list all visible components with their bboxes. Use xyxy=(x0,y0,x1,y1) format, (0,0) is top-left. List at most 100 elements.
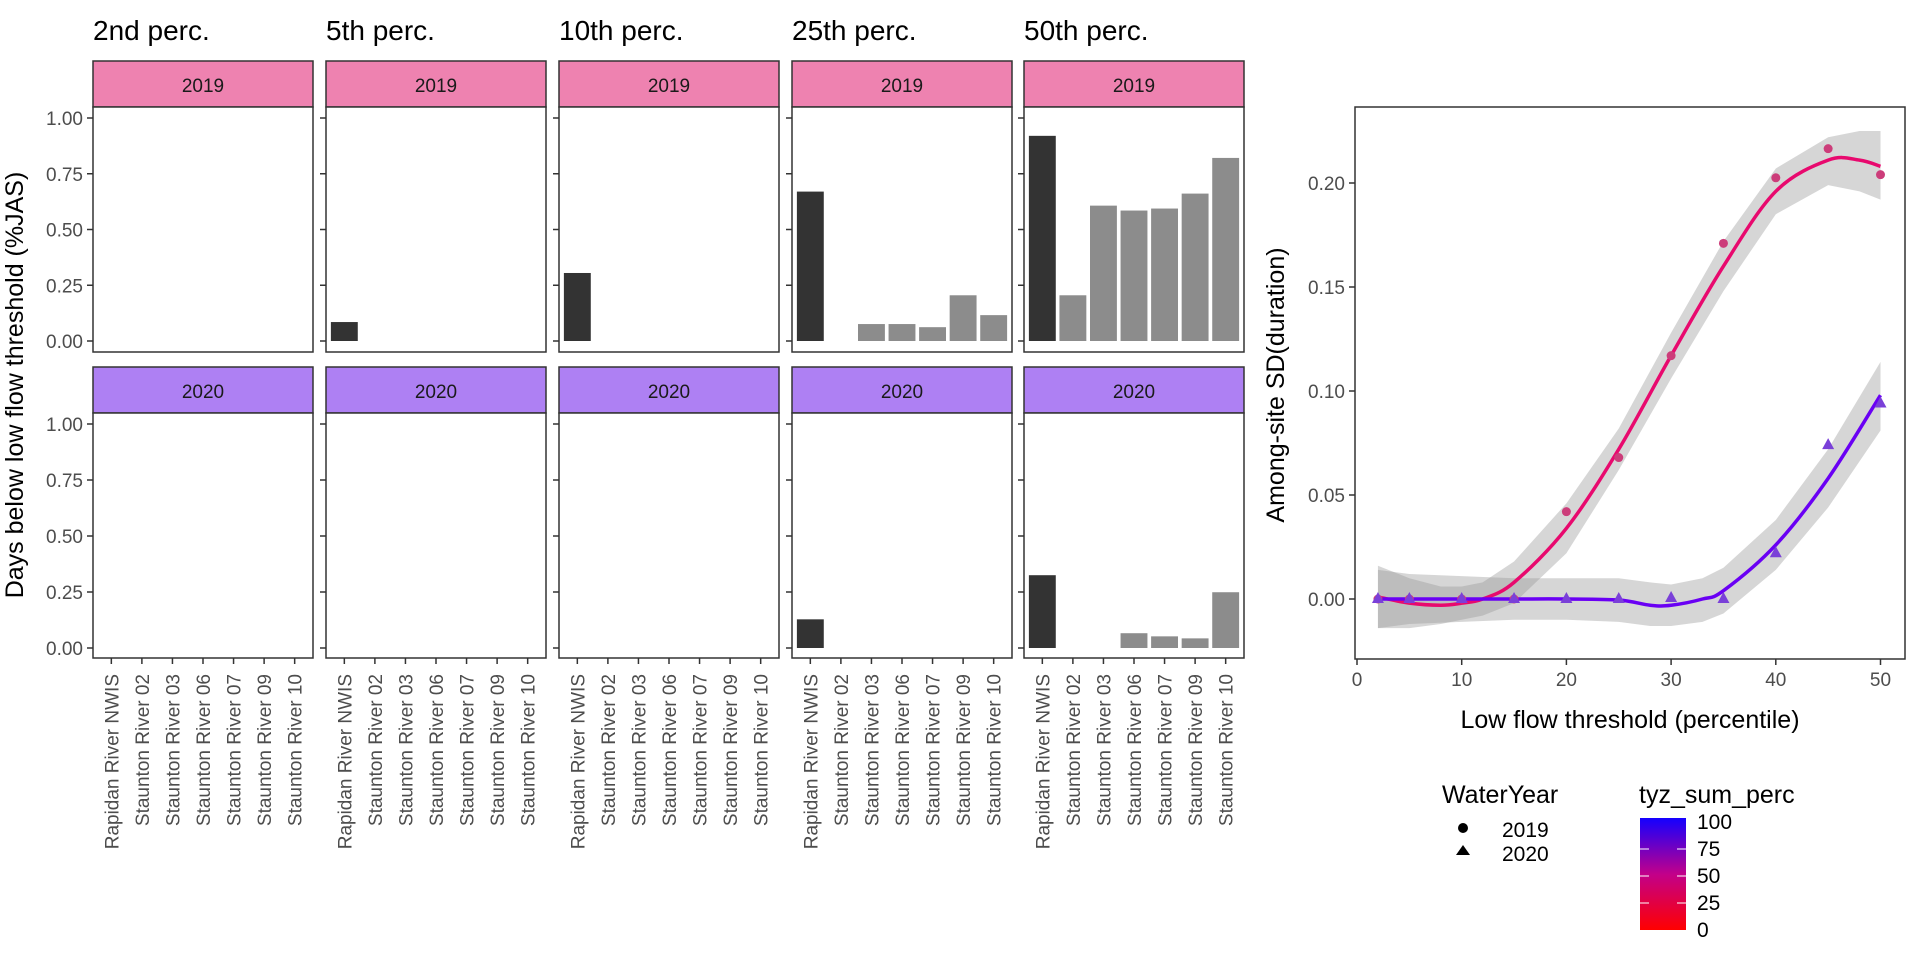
plot-background xyxy=(1355,107,1905,659)
facet-title: 5th perc. xyxy=(326,15,435,46)
facet-strip xyxy=(92,366,314,414)
panel-background xyxy=(326,107,546,352)
x-tick-label: Staunton River 09 xyxy=(1186,674,1207,826)
y-tick-label: 1.00 xyxy=(46,415,83,436)
tyz-sum-perc-legend: tyz_sum_perc 0 25 50 75 100 xyxy=(1639,781,1795,942)
data-point-2020 xyxy=(1508,592,1521,603)
panel-background xyxy=(792,107,1012,352)
waterYear-legend: WaterYear 2019 2020 xyxy=(1442,781,1558,866)
facet-strip-label: 2020 xyxy=(648,382,690,403)
facet-strip xyxy=(558,366,780,414)
facet-strip xyxy=(325,60,547,108)
x-tick-label: Staunton River 06 xyxy=(893,674,914,826)
x-tick-label: 0 xyxy=(1352,670,1363,691)
data-point-2020 xyxy=(1874,396,1887,408)
x-tick-label: Staunton River 06 xyxy=(427,674,448,826)
facet-strip xyxy=(791,60,1013,108)
facet-title: 10th perc. xyxy=(559,15,684,46)
x-tick-label: Rapidan River NWIS xyxy=(102,674,123,849)
data-point-2019 xyxy=(1876,170,1885,180)
panel-2019-2: 2019 xyxy=(553,60,780,353)
panel-background xyxy=(792,413,1012,658)
bar xyxy=(1212,157,1240,341)
y-tick-label: 0.75 xyxy=(46,471,83,492)
x-tick-label: Staunton River 10 xyxy=(985,674,1006,826)
bar xyxy=(1151,636,1178,648)
bar xyxy=(563,272,591,341)
panel-border xyxy=(1023,412,1245,659)
data-point-2020 xyxy=(1665,590,1678,602)
x-tick-label: Staunton River 09 xyxy=(721,674,742,826)
facet-strip xyxy=(558,60,780,108)
data-point-2019 xyxy=(1666,351,1676,361)
data-point-2020 xyxy=(1822,438,1835,450)
bar xyxy=(1212,592,1240,648)
bar xyxy=(1151,208,1178,341)
legend-triangle-icon xyxy=(1456,845,1470,855)
x-tick-label: Staunton River 03 xyxy=(862,674,883,826)
facet-strip xyxy=(1023,60,1245,108)
x-tick-label: Staunton River 10 xyxy=(286,674,307,826)
data-point-2020 xyxy=(1455,592,1468,603)
panel-border xyxy=(1023,106,1245,353)
panel-border xyxy=(325,412,547,659)
facet-strip-label: 2020 xyxy=(1113,382,1155,403)
x-tick-label: Staunton River 09 xyxy=(488,674,509,826)
x-tick-label: Staunton River 07 xyxy=(691,674,712,826)
y-tick-label: 0.25 xyxy=(46,583,83,604)
x-tick-label: Staunton River 06 xyxy=(660,674,681,826)
x-tick-label: Rapidan River NWIS xyxy=(568,674,589,849)
bar xyxy=(1028,575,1056,648)
x-tick-label: Staunton River 03 xyxy=(396,674,417,826)
panel-border xyxy=(791,412,1013,659)
facet-strip-label: 2020 xyxy=(182,382,224,403)
facet-strip xyxy=(325,366,547,414)
x-tick-label: Staunton River 10 xyxy=(752,674,773,826)
scatter-y-axis-title: Among-site SD(duration) xyxy=(1262,247,1290,522)
legend-entry-2019: 2019 xyxy=(1502,819,1549,842)
bar xyxy=(1120,210,1148,341)
panel-background xyxy=(559,413,779,658)
confidence-ribbon-2020 xyxy=(1377,361,1881,629)
x-tick-label: Staunton River 06 xyxy=(194,674,215,826)
x-tick-label: Staunton River 09 xyxy=(255,674,276,826)
x-tick-label: Staunton River 07 xyxy=(924,674,945,826)
facet-strip xyxy=(1023,366,1245,414)
faceted-bar-chart: 2nd perc. 2019 0.00 0.25 0.50 0.75 1.00 2020 0.0… xyxy=(46,15,1245,849)
facet-strip-label: 2020 xyxy=(415,382,457,403)
y-tick-label: 0.50 xyxy=(46,527,83,548)
panel-2019-1: 2019 xyxy=(320,60,547,353)
x-tick-label: Rapidan River NWIS xyxy=(1033,674,1054,849)
bar xyxy=(858,324,885,341)
y-tick-label: 0.05 xyxy=(1308,486,1345,507)
x-tick-label: 20 xyxy=(1556,670,1577,691)
bar xyxy=(796,191,824,341)
y-tick-label: 0.15 xyxy=(1308,278,1345,299)
panel-border xyxy=(558,412,780,659)
x-tick-label: 30 xyxy=(1661,670,1682,691)
x-tick-label: Staunton River 02 xyxy=(832,674,853,826)
x-tick-label: Staunton River 02 xyxy=(366,674,387,826)
colorbar-tick-label: 100 xyxy=(1697,811,1732,834)
data-point-2019 xyxy=(1823,144,1833,154)
panel-border xyxy=(92,106,314,353)
panel-background xyxy=(93,107,313,352)
y-tick-label: 0.00 xyxy=(46,639,83,660)
bar xyxy=(980,315,1008,341)
smooth-line-2019 xyxy=(1377,155,1882,607)
colorbar-tick-label: 75 xyxy=(1697,838,1720,861)
bar xyxy=(949,295,977,341)
waterYear-legend-title: WaterYear xyxy=(1442,781,1558,809)
panel-background xyxy=(559,107,779,352)
legend-entry-2020: 2020 xyxy=(1502,843,1549,866)
x-tick-label: Staunton River 07 xyxy=(225,674,246,826)
data-point-2019 xyxy=(1718,238,1728,248)
panel-border xyxy=(558,106,780,353)
data-point-2020 xyxy=(1769,546,1782,558)
panel-2019-4: 2019 xyxy=(1018,60,1245,353)
panel-border xyxy=(325,106,547,353)
panel-2019-0: 2019 0.00 0.25 0.50 0.75 1.00 xyxy=(46,60,314,353)
bar xyxy=(888,324,916,341)
facet-strip-label: 2019 xyxy=(415,76,457,97)
